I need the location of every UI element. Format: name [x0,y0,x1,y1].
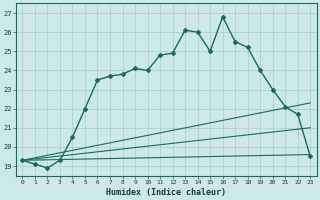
X-axis label: Humidex (Indice chaleur): Humidex (Indice chaleur) [106,188,226,197]
